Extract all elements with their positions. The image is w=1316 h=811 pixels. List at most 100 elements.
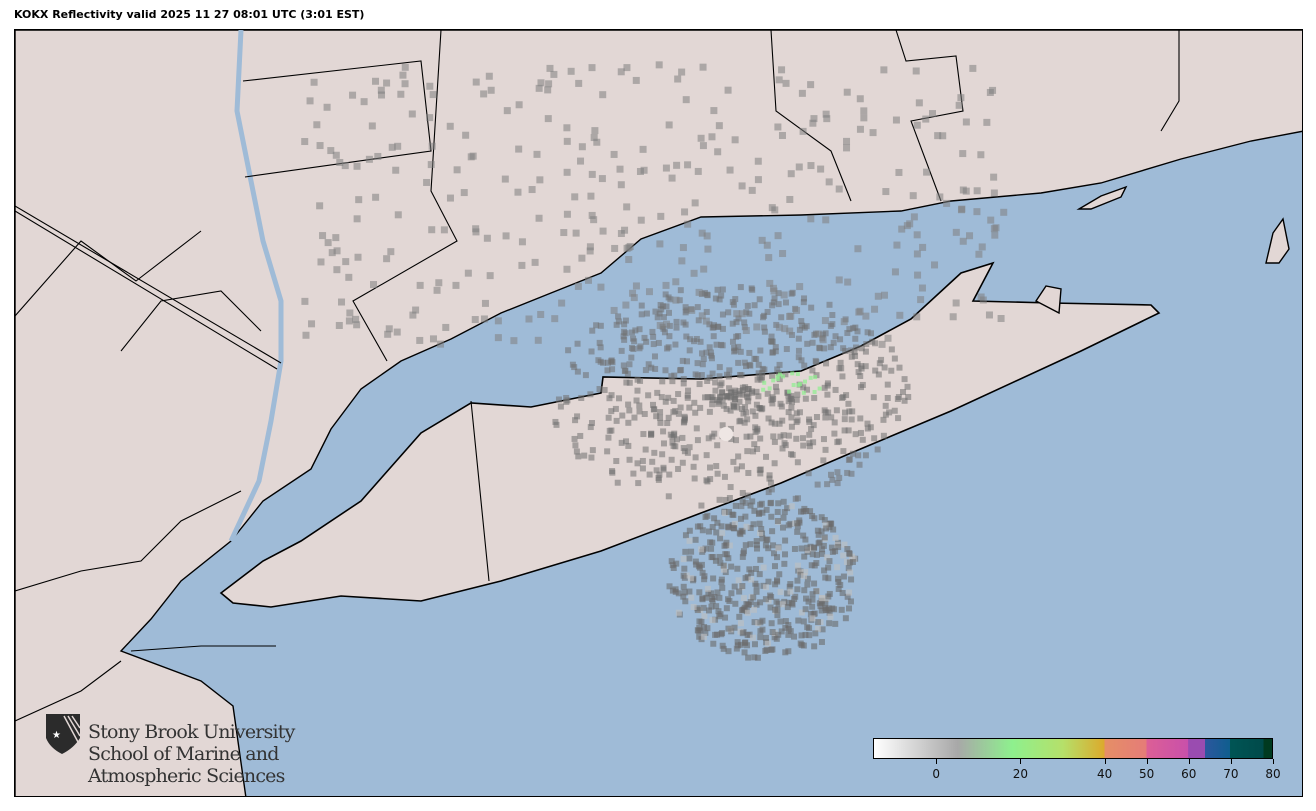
echo-gate <box>680 556 687 563</box>
echo-gate <box>625 256 633 264</box>
echo-gate <box>765 545 772 552</box>
echo-gate <box>673 318 680 325</box>
echo-gate <box>854 245 862 253</box>
echo-gate <box>780 291 788 299</box>
echo-gate <box>825 575 832 582</box>
echo-gate <box>765 254 773 262</box>
echo-gate <box>806 632 813 639</box>
echo-gate <box>717 611 724 618</box>
echo-gate <box>571 435 578 442</box>
svg-text:★: ★ <box>52 730 61 741</box>
echo-gate <box>768 513 775 520</box>
echo-gate <box>806 440 813 447</box>
echo-gate <box>469 152 477 160</box>
echo-gate <box>735 315 742 322</box>
echo-gate <box>681 418 688 425</box>
echo-gate <box>791 595 798 602</box>
echo-gate <box>769 646 776 653</box>
echo-gate <box>800 299 807 306</box>
echo-gate <box>601 387 608 394</box>
echo-gate <box>687 336 694 343</box>
echo-gate <box>397 90 405 98</box>
radar-map[interactable] <box>14 29 1303 797</box>
echo-gate <box>703 232 711 240</box>
echo-gate <box>817 165 825 173</box>
echo-gate <box>736 398 743 405</box>
echo-gate <box>846 605 853 612</box>
echo-gate <box>588 348 595 355</box>
echo-gate <box>812 630 819 637</box>
echo-gate <box>749 634 756 641</box>
colorbar-tick-label: 20 <box>1012 767 1028 781</box>
echo-gate <box>794 528 801 535</box>
echo-gate <box>794 577 801 584</box>
echo-gate <box>697 338 704 345</box>
echo-gate <box>804 340 811 347</box>
echo-gate <box>822 574 829 581</box>
echo-gate <box>770 550 777 557</box>
echo-gate <box>828 471 835 478</box>
echo-gate <box>840 345 847 352</box>
echo-gate <box>800 618 807 625</box>
echo-gate <box>640 166 648 174</box>
echo-gate <box>772 581 779 588</box>
echo-gate <box>707 464 714 471</box>
echo-gate <box>724 86 732 94</box>
echo-gate <box>846 326 853 333</box>
echo-gate <box>864 420 871 427</box>
echo-gate <box>683 333 690 340</box>
echo-gate <box>829 321 836 328</box>
echo-gate <box>747 502 754 509</box>
echo-gate <box>841 416 848 423</box>
echo-gate <box>536 176 544 184</box>
echo-gate <box>610 306 618 314</box>
echo-gate <box>738 182 746 190</box>
echo-gate <box>668 456 675 463</box>
echo-gate <box>714 148 722 156</box>
echo-gate <box>622 301 630 309</box>
echo-gate <box>353 162 361 170</box>
echo-gate <box>710 107 718 115</box>
echo-gate <box>794 562 801 569</box>
echo-gate <box>835 579 842 586</box>
echo-gate <box>779 417 786 424</box>
echo-gate <box>727 484 734 491</box>
echo-gate <box>781 374 786 379</box>
echo-gate <box>609 469 616 476</box>
echo-gate <box>775 377 780 382</box>
echo-gate <box>597 358 604 365</box>
echo-gate <box>551 315 559 323</box>
echo-gate <box>701 573 708 580</box>
echo-gate <box>826 521 833 528</box>
echo-gate <box>751 606 758 613</box>
echo-gate <box>323 103 331 111</box>
echo-gate <box>654 389 661 396</box>
echo-gate <box>446 194 454 202</box>
echo-gate <box>731 624 738 631</box>
echo-gate <box>652 365 659 372</box>
echo-gate <box>702 394 709 401</box>
echo-gate <box>759 374 766 381</box>
echo-gate <box>771 438 778 445</box>
echo-gate <box>709 433 716 440</box>
echo-gate <box>681 565 688 572</box>
echo-gate <box>699 595 706 602</box>
echo-gate <box>801 587 808 594</box>
echo-gate <box>1000 208 1008 216</box>
echo-gate <box>686 404 693 411</box>
echo-gate <box>712 379 719 386</box>
echo-gate <box>384 330 392 338</box>
radar-site-marker <box>719 427 733 441</box>
echo-gate <box>781 325 789 333</box>
echo-gate <box>769 528 776 535</box>
echo-gate <box>697 523 704 530</box>
echo-gate <box>808 304 815 311</box>
echo-gate <box>736 588 743 595</box>
echo-gate <box>352 315 360 323</box>
echo-gate <box>892 116 900 124</box>
echo-gate <box>690 463 697 470</box>
echo-gate <box>657 301 664 308</box>
echo-gate <box>709 539 716 546</box>
echo-gate <box>762 380 767 385</box>
echo-gate <box>503 107 511 115</box>
